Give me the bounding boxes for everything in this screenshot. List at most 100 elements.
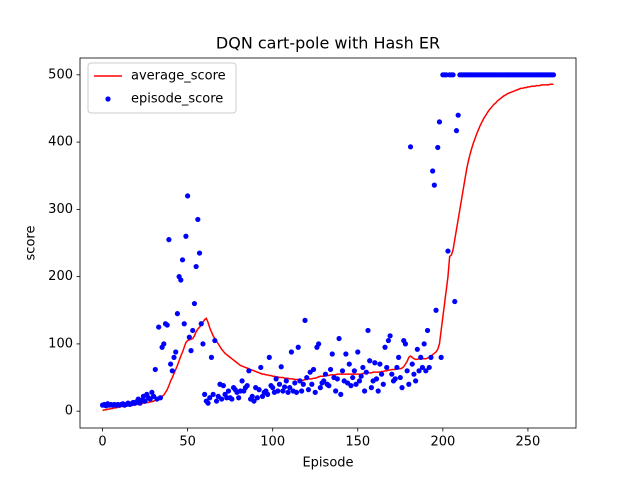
scatter-point [397, 374, 403, 381]
scatter-point [409, 361, 415, 367]
scatter-point [264, 391, 271, 397]
scatter-point [452, 298, 458, 305]
scatter-point [312, 389, 318, 395]
scatter-point [378, 371, 385, 377]
scatter-point [384, 364, 390, 371]
y-tick-label: 300 [48, 202, 73, 217]
scatter-point [350, 374, 356, 381]
scatter-point [377, 361, 383, 367]
scatter-point [164, 322, 170, 328]
scatter-point [254, 395, 260, 401]
scatter-point [300, 381, 306, 387]
scatter-point [368, 385, 374, 391]
scatter-point [353, 381, 359, 387]
legend-label: episode_score [131, 92, 223, 107]
scatter-point [266, 354, 272, 360]
scatter-point [276, 381, 283, 387]
y-tick-label: 500 [48, 67, 73, 82]
scatter-point [338, 391, 344, 397]
scatter-point [339, 368, 346, 374]
scatter-point [321, 378, 327, 384]
scatter-point [168, 361, 174, 367]
scatter-point [273, 376, 279, 382]
scatter-point [404, 368, 410, 374]
scatter-point [249, 393, 255, 399]
scatter-point [358, 373, 364, 379]
scatter-point [426, 364, 432, 371]
x-tick-label: 250 [516, 435, 541, 450]
scatter-point [317, 385, 323, 391]
scatter-point [329, 351, 335, 357]
line-series [102, 83, 554, 412]
scatter-point [305, 387, 312, 393]
scatter-point [181, 321, 187, 327]
scatter-point [161, 341, 167, 347]
legend-label: average_score [131, 69, 226, 84]
scatter-point [316, 341, 322, 347]
scatter-point [355, 349, 361, 355]
scatter-point [304, 374, 310, 381]
scatter-point [394, 364, 400, 371]
scatter-point [322, 371, 329, 377]
scatter-point [244, 383, 250, 389]
scatter-point [365, 327, 371, 334]
scatter-point [399, 385, 405, 391]
scatter-point [310, 366, 317, 373]
scatter-point [348, 383, 354, 389]
scatter-point [363, 369, 369, 375]
scatter-point [173, 349, 179, 355]
scatter-point [445, 248, 451, 254]
scatter-point [387, 333, 393, 339]
scatter-point [179, 257, 186, 263]
scatter-point [455, 112, 461, 118]
y-axis-label: score [24, 226, 39, 261]
y-tick-label: 0 [65, 404, 73, 419]
scatter-point [411, 371, 417, 377]
scatter-point [375, 388, 381, 394]
scatter-point [550, 72, 557, 78]
scatter-point [343, 351, 349, 357]
scatter-point [423, 368, 429, 374]
scatter-point [392, 376, 398, 382]
scatter-point [208, 354, 215, 360]
x-tick-label: 150 [345, 435, 370, 450]
legend-marker [105, 96, 111, 102]
scatter-point [396, 354, 402, 360]
scatter-point [360, 364, 366, 371]
scatter-point [236, 395, 242, 401]
scatter-point [193, 263, 199, 270]
scatter-point [278, 364, 284, 370]
scatter-point [407, 144, 414, 150]
scatter-point [152, 366, 158, 373]
scatter-point [185, 193, 191, 199]
scatter-point [431, 182, 437, 188]
scatter-point [453, 128, 460, 134]
scatter-point [346, 361, 352, 367]
scatter-point [188, 348, 194, 354]
x-tick-label: 50 [179, 435, 196, 450]
scatter-point [142, 398, 148, 404]
scatter-point [424, 327, 431, 334]
scatter-point [450, 72, 456, 78]
scatter-point [178, 277, 184, 283]
scatter-point [202, 391, 208, 397]
scatter-point [373, 376, 380, 382]
scatter-point [270, 385, 276, 391]
scatter-point [336, 335, 342, 342]
scatter-point [212, 337, 218, 344]
scatter-point [275, 388, 281, 394]
scatter-point [414, 346, 420, 352]
scatter-point [171, 354, 177, 360]
scatter-point [430, 168, 436, 174]
scatter-point [288, 349, 295, 355]
scatter-point [195, 216, 201, 223]
scatter-point [416, 368, 422, 374]
scatter-point [169, 368, 175, 374]
scatter-point [210, 391, 216, 397]
scatter-point [225, 388, 232, 394]
scatter-point [334, 376, 340, 382]
scatter-point [292, 380, 298, 386]
scatter-point [406, 381, 412, 387]
scatter-point [198, 321, 204, 327]
scatter-point [435, 144, 441, 151]
